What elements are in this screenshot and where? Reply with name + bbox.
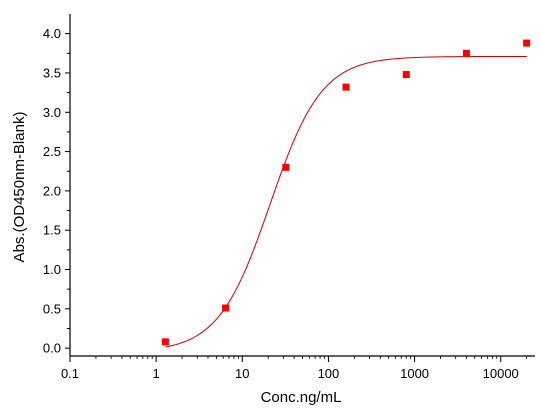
data-point xyxy=(222,304,230,312)
y-tick-label: 2.5 xyxy=(43,144,61,159)
y-tick-label: 3.5 xyxy=(43,65,61,80)
data-point xyxy=(402,71,410,79)
fit-curve-layer xyxy=(165,55,527,348)
data-point xyxy=(161,338,169,346)
x-tick-label: 0.1 xyxy=(61,366,79,381)
x-tick-label: 1 xyxy=(153,366,160,381)
x-tick-label: 100 xyxy=(318,366,340,381)
x-tick-label: 10 xyxy=(235,366,249,381)
x-tick-label: 1000 xyxy=(400,366,429,381)
y-tick-label: 1.5 xyxy=(43,223,61,238)
y-tick-label: 0.5 xyxy=(43,301,61,316)
y-tick-label: 0.0 xyxy=(43,341,61,356)
x-tick-label: 10000 xyxy=(483,366,519,381)
data-point xyxy=(523,39,531,47)
data-point xyxy=(462,49,470,57)
y-tick-label: 3.0 xyxy=(43,105,61,120)
data-point xyxy=(282,163,290,171)
fit-curve xyxy=(165,55,527,348)
data-points-layer xyxy=(161,39,531,346)
y-tick-label: 4.0 xyxy=(43,26,61,41)
y-tick-label: 2.0 xyxy=(43,183,61,198)
y-axis-label: Abs.(OD450nm-Blank) xyxy=(11,112,28,263)
axes: 0.0 0.5 1.0 1.5 2.0 2.5 3.0 3.5 4.0 0.1 1 10 100 1000… xyxy=(43,14,535,381)
y-tick-label: 1.0 xyxy=(43,262,61,277)
x-axis-label: Conc.ng/mL xyxy=(261,389,342,406)
data-point xyxy=(342,83,350,91)
